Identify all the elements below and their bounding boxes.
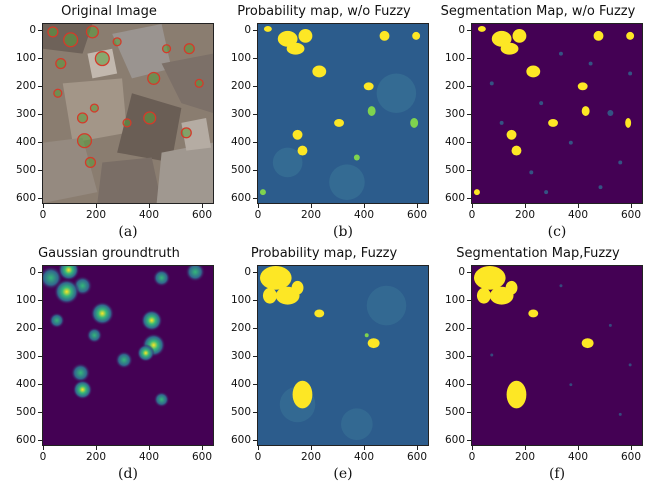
y-tick: 200 xyxy=(219,80,257,92)
y-tick: 0 xyxy=(219,266,257,278)
panel-caption: (c) xyxy=(547,224,567,240)
probability-map-fuzzy xyxy=(257,265,429,446)
panel-f: Segmentation Map,Fuzzy 0 100 200 300 400… xyxy=(433,246,643,482)
panel-caption: (a) xyxy=(118,224,138,240)
x-tick: 200 xyxy=(296,446,326,463)
y-tick: 600 xyxy=(4,192,42,204)
y-tick: 0 xyxy=(4,24,42,36)
y-tick: 100 xyxy=(433,52,471,64)
y-tick: 400 xyxy=(4,136,42,148)
x-tick: 600 xyxy=(187,446,217,463)
panel-title: Original Image xyxy=(61,4,157,19)
y-tick: 600 xyxy=(219,434,257,446)
x-tick: 200 xyxy=(510,446,540,463)
y-tick: 500 xyxy=(433,406,471,418)
y-tick: 100 xyxy=(4,52,42,64)
panel-title: Probability map, w/o Fuzzy xyxy=(237,4,411,19)
segmentation-map-fuzzy xyxy=(471,265,643,446)
y-tick: 200 xyxy=(4,80,42,92)
panel-b: Probability map, w/o Fuzzy xyxy=(219,4,429,240)
panel-d: Gaussian groundtruth xyxy=(4,246,214,482)
x-tick: 200 xyxy=(296,204,326,221)
x-tick: 400 xyxy=(349,446,379,463)
x-tick: 400 xyxy=(563,204,593,221)
gaussian-groundtruth xyxy=(42,265,214,446)
y-tick: 0 xyxy=(219,24,257,36)
y-tick: 400 xyxy=(219,378,257,390)
panel-caption: (f) xyxy=(548,466,566,482)
y-tick: 100 xyxy=(4,294,42,306)
x-tick: 400 xyxy=(563,446,593,463)
panel-caption: (d) xyxy=(118,466,138,482)
y-tick: 100 xyxy=(219,52,257,64)
panel-e: Probability map, Fuzzy 0 100 200 300 400… xyxy=(219,246,429,482)
panel-title: Probability map, Fuzzy xyxy=(250,246,398,261)
y-tick: 300 xyxy=(433,108,471,120)
y-tick: 200 xyxy=(433,322,471,334)
y-tick: 300 xyxy=(4,350,42,362)
y-tick: 200 xyxy=(4,322,42,334)
panel-title: Segmentation Map,Fuzzy xyxy=(456,246,620,261)
x-tick: 0 xyxy=(457,446,487,463)
panel-c: Segmentation Map, w/o Fuzzy xyxy=(433,4,643,240)
x-tick: 200 xyxy=(81,446,111,463)
x-tick: 400 xyxy=(134,204,164,221)
y-tick: 500 xyxy=(433,164,471,176)
y-tick: 0 xyxy=(433,24,471,36)
y-tick: 200 xyxy=(433,80,471,92)
y-tick: 300 xyxy=(219,108,257,120)
x-tick: 400 xyxy=(349,204,379,221)
x-tick: 600 xyxy=(187,204,217,221)
x-tick: 400 xyxy=(134,446,164,463)
x-tick: 0 xyxy=(28,204,58,221)
y-tick: 100 xyxy=(219,294,257,306)
original-image xyxy=(42,23,214,204)
x-tick: 0 xyxy=(243,204,273,221)
segmentation-map-no-fuzzy xyxy=(471,23,643,204)
x-tick: 0 xyxy=(28,446,58,463)
y-tick: 400 xyxy=(219,136,257,148)
y-tick: 600 xyxy=(433,434,471,446)
y-tick: 500 xyxy=(219,406,257,418)
y-tick: 400 xyxy=(433,136,471,148)
panel-caption: (e) xyxy=(333,466,353,482)
y-tick: 300 xyxy=(433,350,471,362)
x-tick: 200 xyxy=(81,204,111,221)
x-tick: 600 xyxy=(616,446,646,463)
y-tick: 600 xyxy=(219,192,257,204)
x-tick: 600 xyxy=(616,204,646,221)
x-tick: 0 xyxy=(243,446,273,463)
x-tick: 0 xyxy=(457,204,487,221)
y-tick: 0 xyxy=(4,266,42,278)
y-tick: 400 xyxy=(433,378,471,390)
panel-title: Segmentation Map, w/o Fuzzy xyxy=(440,4,636,19)
x-tick: 600 xyxy=(402,446,432,463)
panel-a: Original Image 0 100 200 300 xyxy=(4,4,214,240)
y-tick: 300 xyxy=(4,108,42,120)
y-tick: 200 xyxy=(219,322,257,334)
x-tick: 200 xyxy=(510,204,540,221)
y-tick: 500 xyxy=(219,164,257,176)
panel-caption: (b) xyxy=(333,224,353,240)
y-tick: 600 xyxy=(4,434,42,446)
panel-title: Gaussian groundtruth xyxy=(38,246,180,261)
probability-map-no-fuzzy xyxy=(257,23,429,204)
y-tick: 300 xyxy=(219,350,257,362)
y-tick: 500 xyxy=(4,164,42,176)
y-tick: 600 xyxy=(433,192,471,204)
y-tick: 100 xyxy=(433,294,471,306)
x-tick: 600 xyxy=(402,204,432,221)
y-tick: 0 xyxy=(433,266,471,278)
y-tick: 500 xyxy=(4,406,42,418)
y-tick: 400 xyxy=(4,378,42,390)
